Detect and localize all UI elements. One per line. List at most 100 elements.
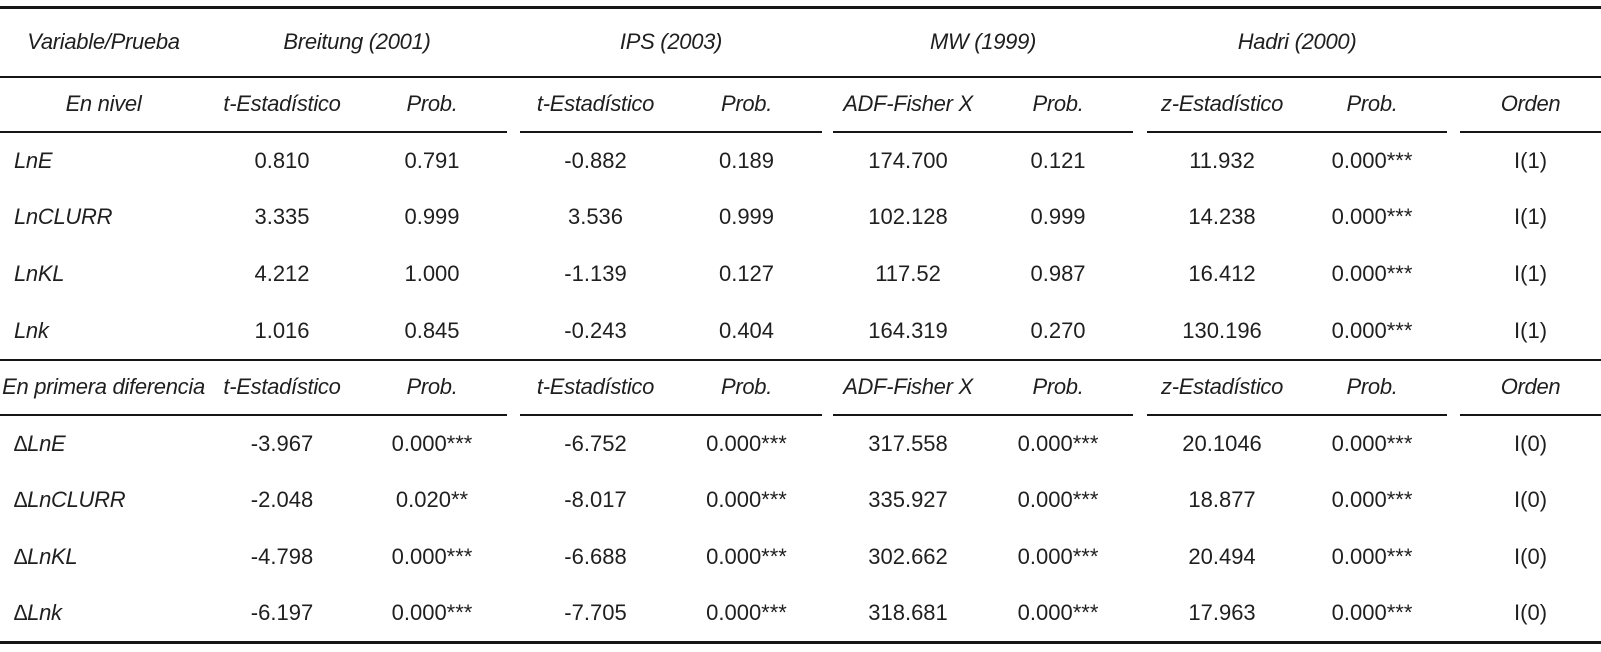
value-cell: 0.000*** [706,430,787,456]
value-cell: -1.139 [564,261,627,286]
value-cell: 14.238 [1188,204,1256,229]
column-gap [822,132,833,189]
value-cell: 4.212 [254,261,310,286]
column-header: t-Estadístico [520,76,671,133]
value-cell: 130.196 [1147,302,1298,361]
column-gap [1447,472,1460,529]
column-gap [1133,360,1147,415]
column-header: t-Estadístico [520,359,671,416]
column-gap [507,77,520,132]
group-header-row: Variable/Prueba Breitung (2001) IPS (200… [0,7,1601,78]
value-cell: 0.000*** [1331,544,1413,569]
column-header: Orden [1460,76,1601,133]
value-cell: 174.700 [868,147,948,173]
table-row: LnCLURR 3.335 0.999 3.536 0.999 102.128 … [0,189,1601,246]
column-gap [1133,77,1147,132]
column-gap [1447,586,1460,643]
value-cell: 1.016 [207,302,357,361]
value-cell: 0.127 [718,261,775,286]
column-gap [507,472,520,529]
column-header: Prob. [357,359,507,416]
order-cell: I(0) [1514,487,1548,512]
column-header: z-Estadístico [1147,359,1298,416]
column-gap [1133,246,1147,303]
value-cell: 17.963 [1188,600,1256,626]
value-cell: 0.000*** [706,600,787,626]
value-cell: 0.000*** [706,487,787,512]
value-cell: 0.999 [1030,204,1086,229]
table-row: LnKL 4.212 1.000 -1.139 0.127 117.52 0.9… [0,246,1601,303]
variable-cell: ∆LnCLURR [14,487,126,512]
value-cell: 164.319 [833,302,984,361]
value-cell: 0.000*** [706,544,787,569]
value-cell: -4.798 [250,544,314,569]
table-row: ∆LnE -3.967 0.000*** -6.752 0.000*** 317… [0,415,1601,472]
value-cell: 302.662 [868,544,948,569]
value-cell: 318.681 [868,600,948,626]
value-cell: 0.000*** [1017,430,1099,456]
table-row: ∆LnCLURR -2.048 0.020** -8.017 0.000*** … [0,472,1601,529]
variable-cell: ∆Lnk [14,600,62,626]
unit-root-test-table: Variable/Prueba Breitung (2001) IPS (200… [0,6,1601,644]
column-gap [1447,132,1460,189]
column-header: Prob. [671,76,823,133]
order-cell: I(1) [1514,147,1548,173]
column-gap [507,415,520,472]
value-cell: 0.000*** [391,544,473,569]
variable-cell: ∆LnKL [14,544,78,569]
value-cell: 0.121 [1030,147,1086,173]
value-cell: 3.536 [567,204,624,229]
column-gap [822,77,833,132]
value-cell: 0.810 [254,147,310,173]
column-gap [1133,7,1148,78]
value-cell: 0.000*** [1017,600,1099,626]
column-gap [1447,189,1460,246]
order-cell: I(0) [1514,544,1548,569]
value-cell: -0.882 [564,147,627,173]
order-cell: I(1) [1460,302,1601,361]
column-gap [507,586,520,643]
value-cell: 0.000*** [1017,487,1099,512]
column-gap [822,302,834,361]
value-cell: -8.017 [564,487,627,512]
column-gap [822,529,833,586]
column-header: Prob. [983,76,1134,133]
value-cell: 0.189 [718,147,775,173]
section-label: En nivel [0,76,207,133]
value-cell: 1.000 [404,261,460,286]
value-cell: 0.000*** [1331,147,1413,173]
column-gap [1447,360,1460,415]
column-gap [1447,302,1461,361]
order-cell: I(0) [1514,430,1548,456]
column-header: Prob. [357,76,507,133]
value-cell: 0.270 [983,302,1134,361]
variable-cell: ∆LnE [14,430,66,456]
value-cell: 117.52 [875,261,941,286]
value-cell: -7.705 [564,600,627,626]
column-gap [822,246,833,303]
value-cell: 0.000*** [1331,261,1413,286]
table-row: LnE 0.810 0.791 -0.882 0.189 174.700 0.1… [0,132,1601,189]
value-cell: 0.000*** [391,430,473,456]
value-cell: 0.000*** [1331,204,1413,229]
column-gap [1447,246,1460,303]
table-row: Lnk 1.016 0.845 -0.243 0.404 164.319 0.2… [0,302,1601,361]
group-header-hadri: Hadri (2000) [1147,7,1448,78]
column-gap [1133,586,1147,643]
value-cell: 0.000*** [1331,600,1413,626]
column-header: t-Estadístico [207,76,357,133]
column-gap [1133,415,1147,472]
column-gap [1133,132,1147,189]
column-gap [507,529,520,586]
column-gap [1447,529,1460,586]
column-gap [822,189,833,246]
order-cell: I(1) [1514,204,1548,229]
value-cell: 0.000*** [1331,487,1413,512]
column-header: t-Estadístico [207,359,357,416]
order-cell: I(1) [1514,261,1548,286]
value-cell: 0.000*** [1297,302,1448,361]
value-cell: -3.967 [250,430,314,456]
column-header: Prob. [671,359,823,416]
order-cell: I(0) [1514,600,1548,626]
